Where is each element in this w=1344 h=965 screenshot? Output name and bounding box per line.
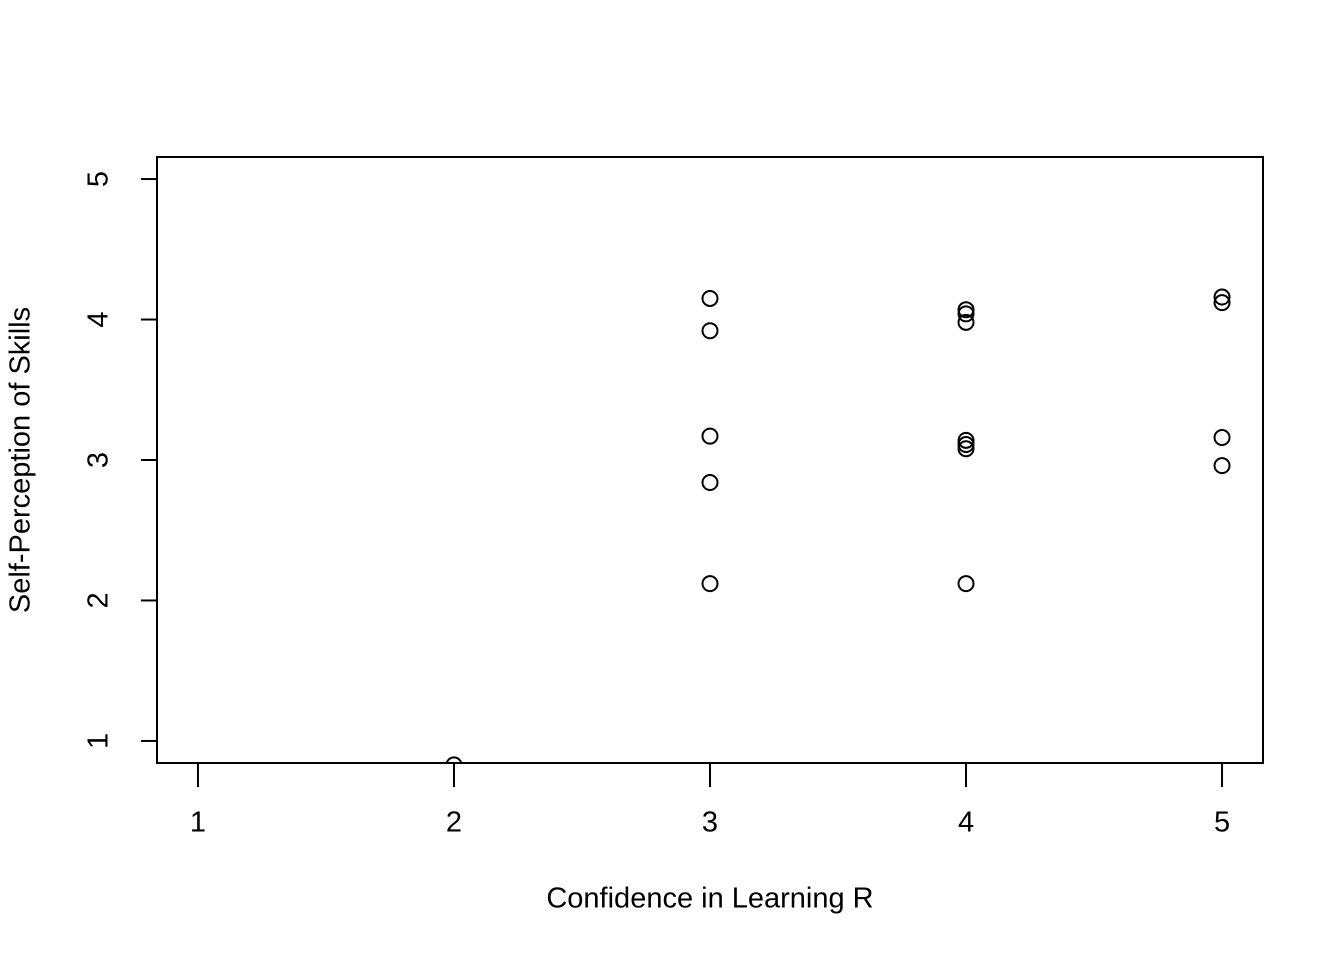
point — [701, 473, 719, 491]
point — [701, 575, 719, 593]
x-tick-label: 3 — [702, 807, 718, 839]
y-tick-label: 4 — [83, 311, 115, 327]
x-tick-label: 4 — [958, 807, 974, 839]
point — [957, 313, 975, 331]
y-tick-label: 3 — [83, 452, 115, 468]
y-tick-label: 5 — [83, 171, 115, 187]
point — [1213, 457, 1231, 475]
x-tick-label: 5 — [1214, 807, 1230, 839]
point — [701, 427, 719, 445]
point — [701, 289, 719, 307]
point — [957, 440, 975, 458]
plot-box — [156, 156, 1264, 764]
point — [957, 575, 975, 593]
x-axis-label: Confidence in Learning R — [546, 883, 873, 915]
point — [445, 756, 463, 763]
y-tick-label: 1 — [83, 733, 115, 749]
point — [1213, 294, 1231, 312]
x-tick-label: 1 — [190, 807, 206, 839]
points — [445, 288, 1231, 763]
point — [701, 322, 719, 340]
point — [1213, 429, 1231, 447]
point — [957, 431, 975, 449]
point — [957, 301, 975, 319]
point — [957, 305, 975, 323]
y-tick-label: 2 — [83, 592, 115, 608]
point — [957, 436, 975, 454]
x-tick-label: 2 — [446, 807, 462, 839]
point — [1213, 288, 1231, 306]
y-axis-label: Self-Perception of Skills — [5, 307, 37, 613]
